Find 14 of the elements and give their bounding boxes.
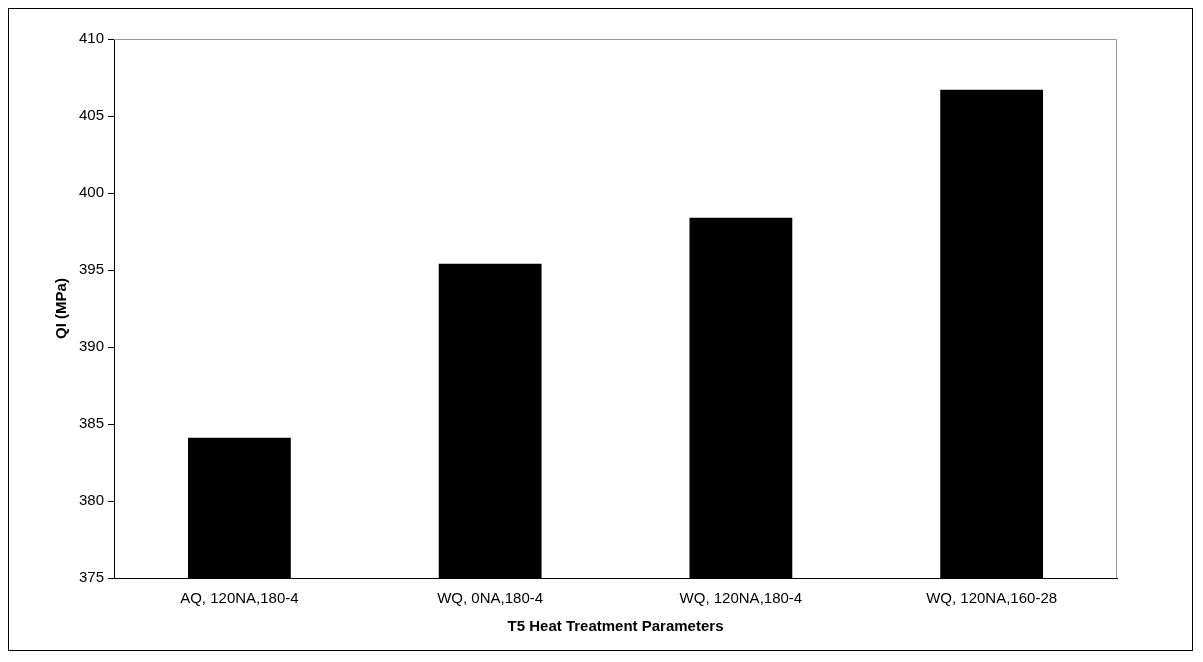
x-axis-title: T5 Heat Treatment Parameters [507,617,724,635]
y-tick-label: 385 [79,414,105,432]
y-tick-label: 400 [79,183,105,201]
x-tick-label: WQ, 0NA,180-4 [437,589,544,607]
x-tick-label: WQ, 120NA,160-28 [926,589,1058,607]
y-axis-title: QI (MPa) [52,278,70,339]
y-tick-label: 395 [79,260,105,278]
y-tick-label: 375 [79,568,105,586]
y-tick-label: 410 [79,29,105,47]
x-tick-label: AQ, 120NA,180-4 [180,589,299,607]
y-tick-label: 380 [79,491,105,509]
x-tick-label: WQ, 120NA,180-4 [679,589,803,607]
y-tick-label: 390 [79,337,105,355]
y-tick-label: 405 [79,106,105,124]
